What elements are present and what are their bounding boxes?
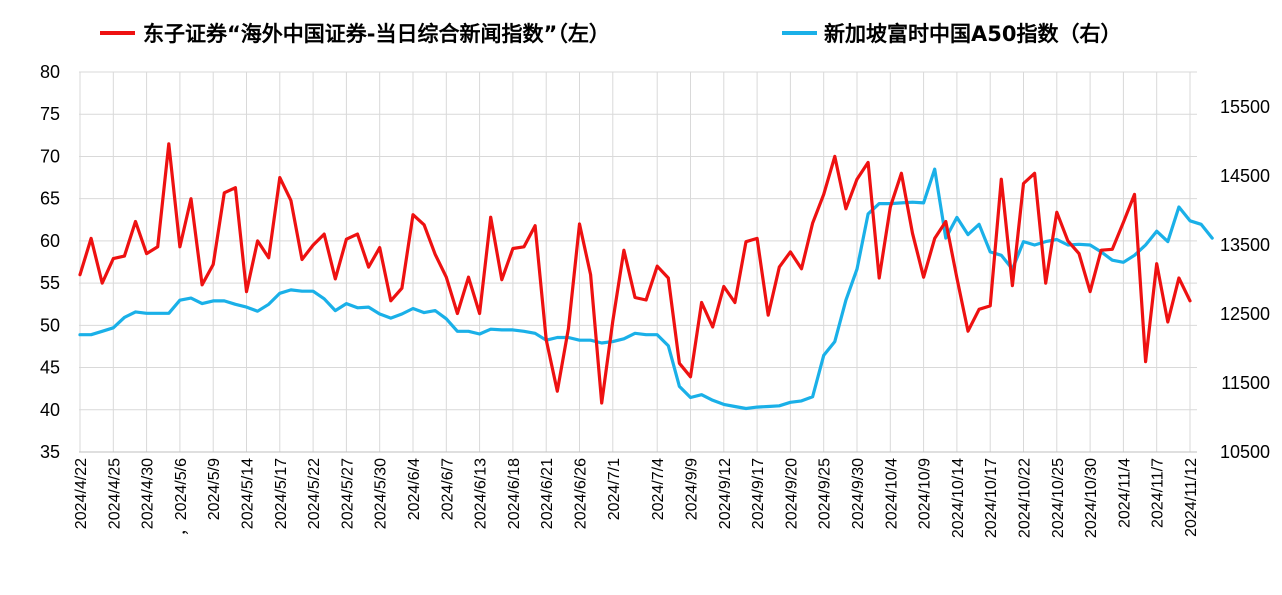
- right-tick-label: 14500: [1220, 166, 1270, 186]
- left-tick-label: 45: [40, 358, 60, 378]
- x-tick-label: 2024/6/18: [506, 458, 523, 529]
- series-line-a50-index: [78, 167, 1214, 411]
- x-tick-label: 2024/11/12: [1183, 458, 1200, 537]
- x-tick-label: 2024/10/17: [983, 458, 1000, 538]
- x-tick-label: 2024/4/30: [140, 458, 157, 529]
- x-tick-label: 2024/10/25: [1050, 458, 1067, 538]
- x-tick-label: 2024/11/7: [1150, 458, 1167, 528]
- grid: [79, 71, 1197, 453]
- series-line-news-index: [78, 142, 1192, 405]
- left-tick-label: 60: [40, 231, 60, 251]
- right-tick-label: 13500: [1220, 235, 1270, 255]
- x-tick-label: 2024/9/17: [750, 458, 767, 529]
- x-tick-label: 2024/6/13: [473, 458, 490, 529]
- left-tick-label: 35: [40, 442, 60, 462]
- x-tick-label: 2024/4/25: [106, 458, 123, 529]
- left-tick-label: 50: [40, 315, 60, 335]
- legend-label-news-index: 东子证券“海外中国证券-当日综合新闻指数”（左）: [143, 22, 610, 46]
- x-tick-label: 2024/9/12: [717, 458, 734, 529]
- x-tick-label: 2024/10/30: [1083, 458, 1100, 538]
- series-lines: [78, 142, 1214, 411]
- x-tick-label: 2024/7/4: [650, 458, 667, 520]
- x-tick-label: 2024/9/25: [817, 458, 834, 529]
- left-tick-label: 40: [40, 400, 60, 420]
- x-tick-label: 2024/6/21: [539, 458, 556, 529]
- left-tick-label: 80: [40, 62, 60, 82]
- x-tick-label: 2024/4/22: [73, 458, 90, 529]
- right-tick-label: 10500: [1220, 442, 1270, 462]
- x-tick-label: 2024/9/20: [783, 458, 800, 529]
- x-tick-label: 2024/5/14: [240, 458, 257, 529]
- left-tick-label: 55: [40, 273, 60, 293]
- left-tick-label: 65: [40, 189, 60, 209]
- x-tick-label: 2024/5/9: [206, 458, 223, 520]
- x-tick-label: 2024/5/30: [373, 458, 390, 529]
- x-tick-label: 2024/5/22: [306, 458, 323, 529]
- x-axis-ticks: 2024/4/22 2024/4/25 2024/4/30 ，2024/5/6 2024…: [73, 458, 1200, 538]
- x-tick-label: 2024/10/22: [1017, 458, 1034, 538]
- x-tick-label: 2024/9/9: [684, 458, 701, 520]
- legend-label-a50-index: 新加坡富时中国A50指数（右）: [824, 22, 1121, 46]
- x-tick-label: 2024/5/17: [273, 458, 290, 529]
- left-axis-ticks: 35 40 45 50 55 60 65 70 75 80: [40, 62, 60, 462]
- x-tick-label: 2024/5/27: [339, 458, 356, 529]
- left-tick-label: 75: [40, 104, 60, 124]
- right-tick-label: 12500: [1220, 304, 1270, 324]
- x-tick-label: 2024/9/30: [850, 458, 867, 529]
- x-tick-label: 2024/6/4: [406, 458, 423, 520]
- right-axis-ticks: 10500 11500 12500 13500 14500 15500: [1220, 97, 1270, 462]
- legend: 东子证券“海外中国证券-当日综合新闻指数”（左） 新加坡富时中国A50指数（右）: [100, 22, 1121, 46]
- x-tick-label: 2024/7/1: [606, 458, 623, 520]
- x-tick-label: 2024/6/7: [439, 458, 456, 520]
- x-tick-label: 2024/10/9: [917, 458, 934, 529]
- x-tick-label: 2024/6/26: [573, 458, 590, 529]
- x-tick-label: 2024/10/4: [883, 458, 900, 529]
- left-tick-label: 70: [40, 146, 60, 166]
- x-tick-label: 2024/10/14: [950, 458, 967, 538]
- x-tick-label: ，2024/5/6: [173, 458, 190, 536]
- right-tick-label: 15500: [1220, 97, 1270, 117]
- x-tick-label: 2024/11/4: [1116, 458, 1133, 528]
- right-tick-label: 11500: [1221, 373, 1270, 393]
